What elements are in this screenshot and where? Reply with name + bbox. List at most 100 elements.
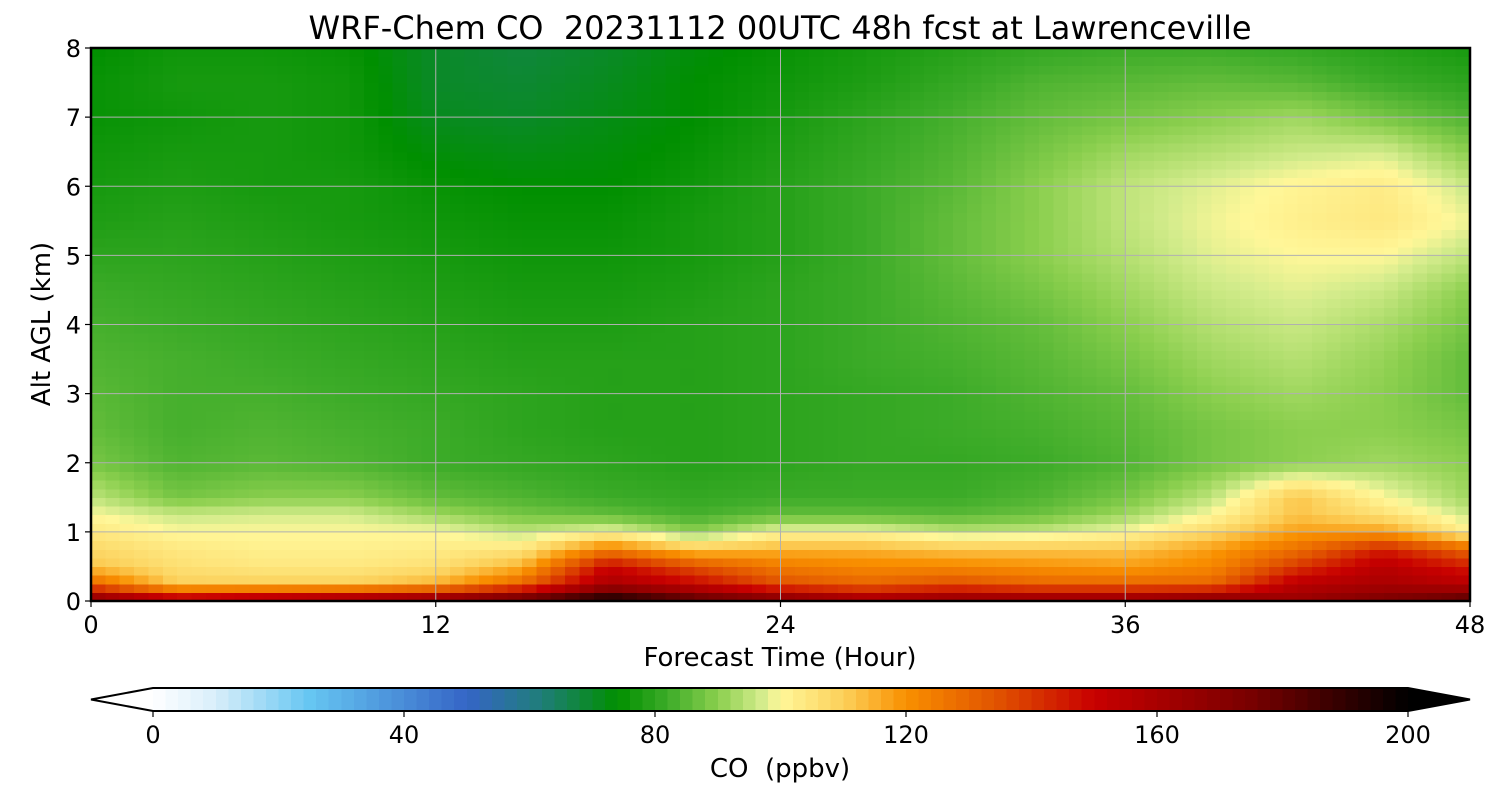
heatmap-cell [478, 298, 494, 308]
heatmap-cell [1182, 168, 1198, 179]
heatmap-cell [938, 220, 954, 231]
heatmap-cell [579, 212, 595, 222]
heatmap-cell [593, 557, 609, 568]
heatmap-cell [1039, 592, 1055, 601]
heatmap-cell [895, 367, 911, 377]
heatmap-cell [1125, 315, 1141, 326]
heatmap-cell [392, 402, 408, 412]
heatmap-cell [1340, 505, 1356, 516]
heatmap-cell [1369, 246, 1385, 256]
heatmap-cell [450, 298, 466, 308]
heatmap-cell [751, 393, 767, 403]
heatmap-cell [967, 333, 983, 343]
heatmap-cell [392, 151, 408, 161]
heatmap-cell [651, 549, 667, 559]
heatmap-cell [478, 531, 494, 542]
heatmap-cell [608, 419, 624, 429]
heatmap-cell [464, 212, 480, 222]
heatmap-cell [306, 436, 322, 447]
heatmap-cell [1254, 315, 1270, 326]
heatmap-cell [134, 583, 150, 593]
heatmap-cell [1455, 445, 1470, 455]
heatmap-cell [1211, 359, 1227, 369]
heatmap-cell [1010, 523, 1026, 533]
heatmap-cell [363, 307, 379, 317]
heatmap-cell [1197, 583, 1213, 593]
heatmap-cell [1197, 220, 1213, 231]
heatmap-cell [464, 514, 480, 524]
heatmap-cell [1355, 359, 1371, 369]
heatmap-cell [881, 307, 897, 317]
heatmap-cell [1455, 341, 1470, 352]
heatmap-cell [1311, 220, 1327, 231]
heatmap-cell [320, 575, 336, 585]
heatmap-cell [1153, 592, 1169, 601]
heatmap-cell [809, 238, 825, 248]
heatmap-cell [967, 289, 983, 300]
heatmap-cell [636, 471, 652, 481]
heatmap-cell [1441, 333, 1457, 343]
heatmap-cell [852, 523, 868, 533]
heatmap-cell [1398, 255, 1414, 265]
heatmap-cell [91, 549, 106, 559]
heatmap-cell [1441, 203, 1457, 213]
heatmap-cell [1283, 341, 1299, 352]
heatmap-cell [148, 523, 164, 533]
heatmap-cell [1153, 229, 1169, 239]
heatmap-cell [119, 523, 135, 533]
heatmap-cell [708, 307, 724, 317]
heatmap-cell [766, 557, 782, 568]
heatmap-cell [579, 410, 595, 421]
heatmap-cell [1297, 315, 1313, 326]
heatmap-cell [1211, 212, 1227, 222]
heatmap-cell [335, 480, 351, 490]
heatmap-cell [191, 186, 207, 196]
heatmap-cell [177, 324, 193, 334]
heatmap-cell [1125, 177, 1141, 187]
heatmap-cell [378, 307, 394, 317]
heatmap-cell [751, 203, 767, 213]
heatmap-cell [809, 229, 825, 239]
heatmap-cell [909, 583, 925, 593]
heatmap-cell [105, 255, 121, 265]
heatmap-cell [579, 324, 595, 334]
heatmap-cell [565, 428, 580, 438]
heatmap-cell [794, 298, 810, 308]
heatmap-cell [1024, 384, 1040, 395]
heatmap-cell [981, 402, 997, 412]
heatmap-cell [1110, 454, 1126, 464]
heatmap-cell [1240, 540, 1256, 550]
heatmap-cell [1024, 212, 1040, 222]
heatmap-cell [105, 143, 121, 153]
heatmap-cell [909, 471, 925, 481]
heatmap-cell [809, 151, 825, 161]
heatmap-cell [737, 177, 753, 187]
heatmap-cell [809, 540, 825, 550]
heatmap-cell [723, 471, 738, 481]
heatmap-cell [249, 523, 264, 533]
heatmap-cell [277, 454, 293, 464]
heatmap-cell [320, 307, 336, 317]
heatmap-cell [665, 531, 681, 542]
heatmap-cell [751, 229, 767, 239]
heatmap-cell [249, 480, 264, 490]
heatmap-cell [694, 402, 710, 412]
heatmap-cell [751, 436, 767, 447]
heatmap-cell [823, 333, 839, 343]
heatmap-cell [148, 281, 164, 291]
heatmap-cell [119, 220, 135, 231]
heatmap-cell [177, 186, 193, 196]
heatmap-cell [119, 359, 135, 369]
heatmap-cell [723, 583, 738, 593]
heatmap-cell [277, 471, 293, 481]
heatmap-cell [780, 445, 796, 455]
heatmap-cell [249, 264, 264, 274]
heatmap-cell [708, 315, 724, 326]
heatmap-cell [1254, 203, 1270, 213]
heatmap-cell [636, 410, 652, 421]
heatmap-cell [493, 566, 509, 576]
heatmap-cell [981, 272, 997, 282]
heatmap-cell [493, 402, 509, 412]
heatmap-cell [407, 575, 422, 585]
heatmap-cell [924, 264, 940, 274]
